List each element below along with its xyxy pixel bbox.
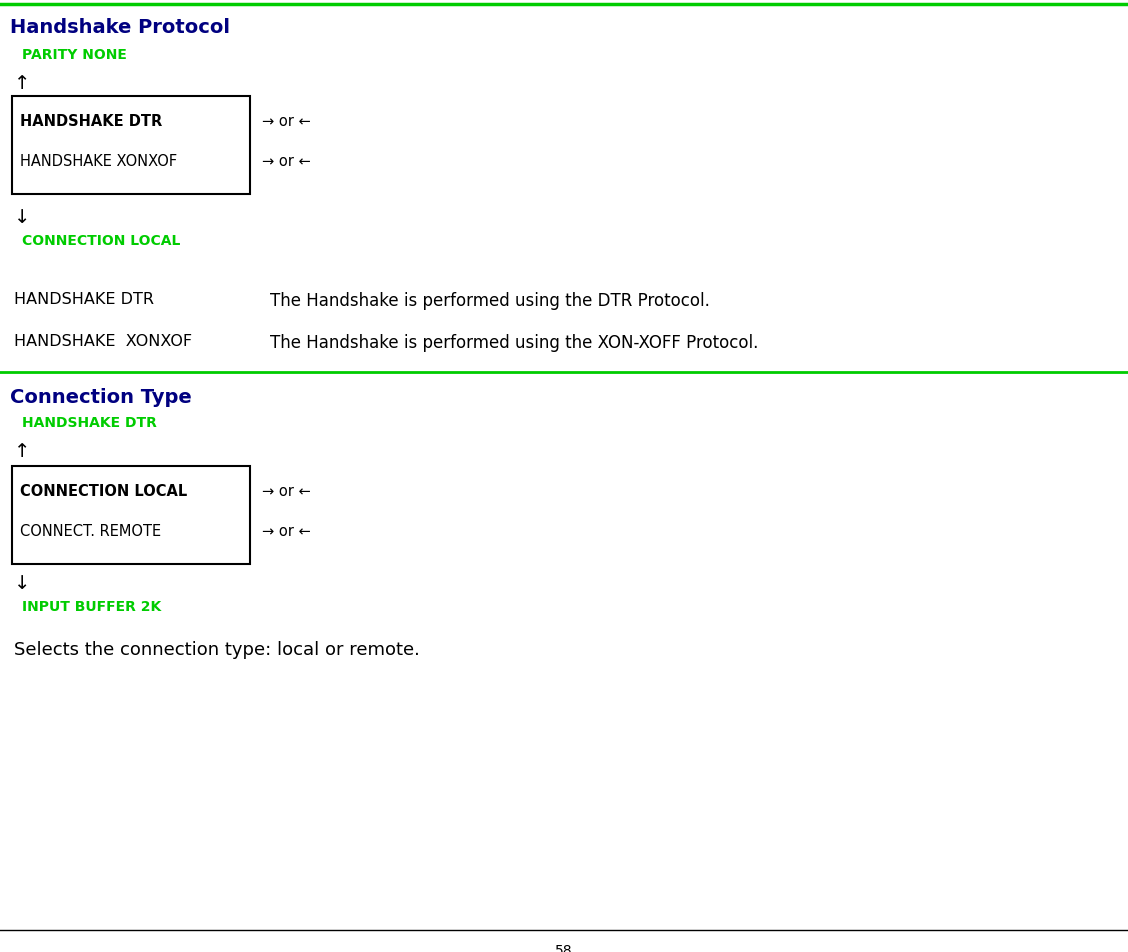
Text: CONNECT. REMOTE: CONNECT. REMOTE — [20, 524, 161, 539]
Text: ↑: ↑ — [14, 74, 30, 93]
Text: The Handshake is performed using the XON-XOFF Protocol.: The Handshake is performed using the XON… — [270, 334, 758, 352]
FancyBboxPatch shape — [12, 466, 250, 564]
Text: HANDSHAKE XONXOF: HANDSHAKE XONXOF — [20, 154, 177, 169]
Text: HANDSHAKE DTR: HANDSHAKE DTR — [14, 292, 155, 307]
Text: ↑: ↑ — [14, 442, 30, 461]
Text: → or ←: → or ← — [262, 524, 310, 539]
Text: HANDSHAKE DTR: HANDSHAKE DTR — [23, 416, 157, 430]
FancyBboxPatch shape — [12, 96, 250, 194]
Text: Connection Type: Connection Type — [10, 388, 192, 407]
Text: → or ←: → or ← — [262, 484, 310, 499]
Text: INPUT BUFFER 2K: INPUT BUFFER 2K — [23, 600, 161, 614]
Text: → or ←: → or ← — [262, 114, 310, 129]
Text: The Handshake is performed using the DTR Protocol.: The Handshake is performed using the DTR… — [270, 292, 710, 310]
Text: ↓: ↓ — [14, 208, 30, 227]
Text: Selects the connection type: local or remote.: Selects the connection type: local or re… — [14, 641, 420, 659]
Text: 58: 58 — [555, 944, 573, 952]
Text: CONNECTION LOCAL: CONNECTION LOCAL — [23, 234, 180, 248]
Text: Handshake Protocol: Handshake Protocol — [10, 18, 230, 37]
Text: HANDSHAKE DTR: HANDSHAKE DTR — [20, 114, 162, 129]
Text: PARITY NONE: PARITY NONE — [23, 48, 126, 62]
Text: HANDSHAKE  XONXOF: HANDSHAKE XONXOF — [14, 334, 192, 349]
Text: → or ←: → or ← — [262, 154, 310, 169]
Text: CONNECTION LOCAL: CONNECTION LOCAL — [20, 484, 187, 499]
Text: ↓: ↓ — [14, 574, 30, 593]
